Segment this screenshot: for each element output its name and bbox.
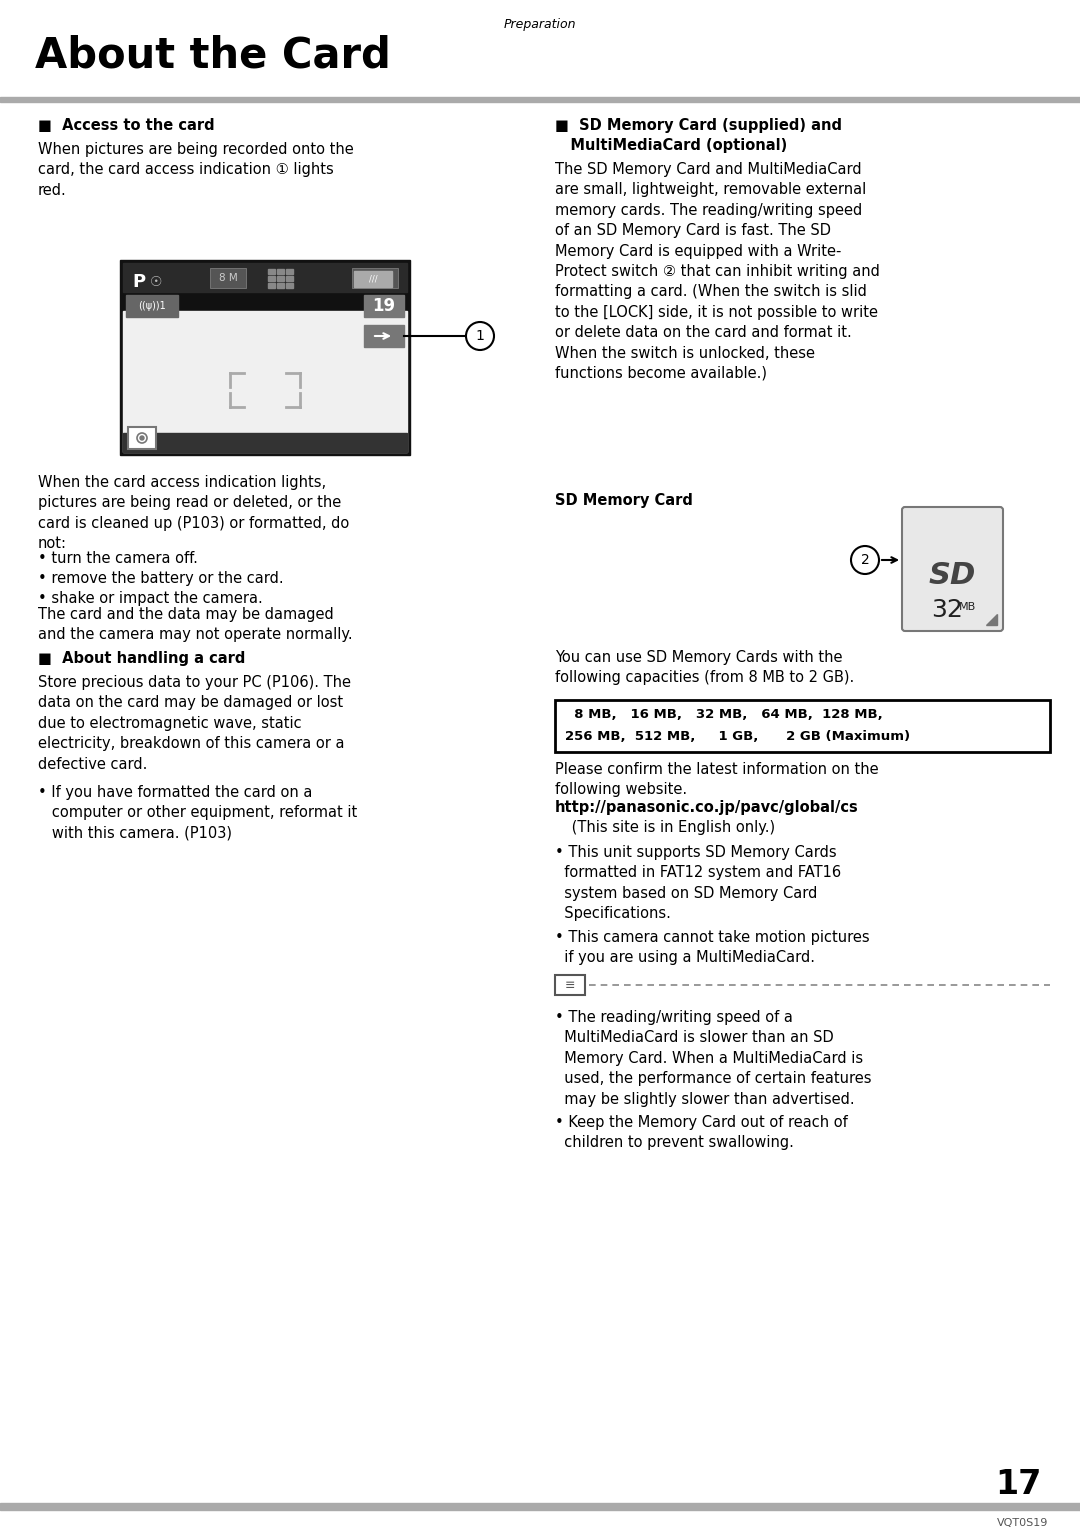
Bar: [276, 282, 284, 288]
Bar: [129, 426, 156, 449]
Text: 32: 32: [931, 598, 963, 621]
Text: Please confirm the latest information on the
following website.: Please confirm the latest information on…: [555, 762, 879, 798]
Text: ≡: ≡: [565, 979, 576, 991]
Bar: [0, 1503, 1080, 1509]
Bar: [364, 325, 404, 347]
Text: ((ψ))1: ((ψ))1: [138, 301, 166, 311]
Bar: [120, 259, 410, 456]
Text: • turn the camera off.: • turn the camera off.: [38, 551, 198, 566]
Circle shape: [465, 322, 494, 350]
Text: Store precious data to your PC (P106). The
data on the card may be damaged or lo: Store precious data to your PC (P106). T…: [38, 675, 351, 772]
Text: P: P: [132, 273, 145, 291]
Text: Preparation: Preparation: [503, 18, 577, 31]
Text: When the card access indication lights,
pictures are being read or deleted, or t: When the card access indication lights, …: [38, 476, 349, 551]
Bar: [276, 276, 284, 281]
Bar: [268, 268, 275, 275]
Bar: [126, 295, 178, 318]
Text: ☉: ☉: [150, 275, 162, 288]
Bar: [268, 282, 275, 288]
Text: • remove the battery or the card.: • remove the battery or the card.: [38, 571, 284, 586]
Text: • This camera cannot take motion pictures
  if you are using a MultiMediaCard.: • This camera cannot take motion picture…: [555, 930, 869, 965]
Text: (This site is in English only.): (This site is in English only.): [567, 821, 775, 834]
Text: 2: 2: [861, 552, 869, 568]
Bar: [364, 295, 404, 318]
Bar: [286, 282, 293, 288]
Text: SD: SD: [929, 560, 975, 589]
Bar: [276, 268, 284, 275]
Bar: [210, 268, 246, 288]
Circle shape: [851, 546, 879, 574]
Text: ///: ///: [368, 275, 377, 284]
Text: 1: 1: [475, 328, 485, 344]
Text: You can use SD Memory Cards with the
following capacities (from 8 MB to 2 GB).: You can use SD Memory Cards with the fol…: [555, 650, 854, 686]
Text: • This unit supports SD Memory Cards
  formatted in FAT12 system and FAT16
  sys: • This unit supports SD Memory Cards for…: [555, 845, 841, 922]
Text: SD Memory Card: SD Memory Card: [555, 492, 693, 508]
Bar: [905, 509, 921, 528]
Bar: [555, 976, 585, 996]
Text: • shake or impact the camera.: • shake or impact the camera.: [38, 591, 262, 606]
Text: ■  SD Memory Card (supplied) and: ■ SD Memory Card (supplied) and: [555, 118, 842, 133]
Bar: [268, 276, 275, 281]
Text: 8 MB,   16 MB,   32 MB,   64 MB,  128 MB,: 8 MB, 16 MB, 32 MB, 64 MB, 128 MB,: [565, 709, 882, 721]
Bar: [123, 311, 407, 453]
Text: • The reading/writing speed of a
  MultiMediaCard is slower than an SD
  Memory : • The reading/writing speed of a MultiMe…: [555, 1009, 872, 1106]
Text: The SD Memory Card and MultiMediaCard
are small, lightweight, removable external: The SD Memory Card and MultiMediaCard ar…: [555, 163, 880, 380]
Text: 17: 17: [996, 1468, 1042, 1500]
Bar: [286, 276, 293, 281]
Text: http://panasonic.co.jp/pavc/global/cs: http://panasonic.co.jp/pavc/global/cs: [555, 801, 859, 815]
Polygon shape: [986, 614, 997, 624]
Text: • Keep the Memory Card out of reach of
  children to prevent swallowing.: • Keep the Memory Card out of reach of c…: [555, 1115, 848, 1150]
Text: ■  Access to the card: ■ Access to the card: [38, 118, 215, 133]
Circle shape: [137, 433, 147, 443]
Text: 19: 19: [373, 298, 395, 314]
Text: About the Card: About the Card: [35, 35, 391, 77]
Bar: [352, 268, 399, 288]
Text: MultiMediaCard (optional): MultiMediaCard (optional): [555, 138, 787, 153]
Text: VQT0S19: VQT0S19: [997, 1519, 1048, 1528]
Bar: [555, 700, 1050, 752]
Text: 8 M: 8 M: [218, 273, 238, 282]
Circle shape: [140, 436, 144, 440]
Text: ■  About handling a card: ■ About handling a card: [38, 650, 245, 666]
Text: 256 MB,  512 MB,     1 GB,      2 GB (Maximum): 256 MB, 512 MB, 1 GB, 2 GB (Maximum): [565, 730, 910, 742]
Text: • If you have formatted the card on a
   computer or other equipment, reformat i: • If you have formatted the card on a co…: [38, 785, 357, 841]
Text: When pictures are being recorded onto the
card, the card access indication ① lig: When pictures are being recorded onto th…: [38, 143, 354, 198]
Text: MB: MB: [959, 601, 976, 612]
Bar: [123, 262, 407, 291]
Text: The card and the data may be damaged
and the camera may not operate normally.: The card and the data may be damaged and…: [38, 607, 353, 643]
Bar: [354, 272, 392, 287]
Bar: [286, 268, 293, 275]
Bar: [0, 97, 1080, 101]
FancyBboxPatch shape: [902, 508, 1003, 630]
Bar: [123, 433, 407, 453]
